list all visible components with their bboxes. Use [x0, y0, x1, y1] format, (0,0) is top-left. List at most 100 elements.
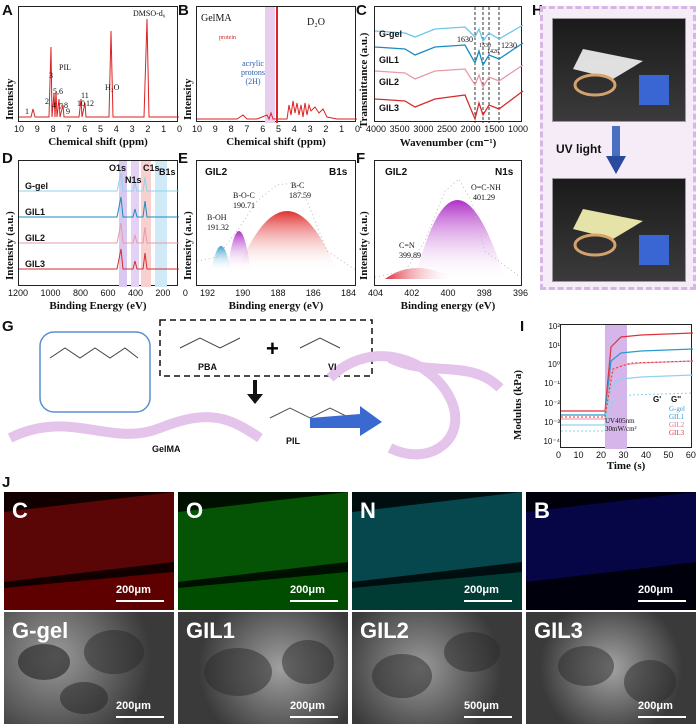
tick: 0 [556, 450, 562, 460]
panel-f-xticks: 404 402 400 398 396 [368, 288, 528, 298]
panel-d-xticks: 1200 1000 800 600 400 200 0 [8, 288, 188, 298]
panel-b-solvent: D₂O [307, 17, 325, 28]
scale-bar-label: 200μm [464, 584, 499, 596]
scale-bar-label: 200μm [290, 700, 325, 712]
tick: 396 [512, 288, 528, 298]
panel-b-name: GelMA [201, 13, 232, 24]
tick: 2 [145, 124, 151, 134]
tick: 10⁰ [547, 360, 560, 370]
panel-f-letter: F [356, 150, 366, 167]
panel-i-xlabel: Time (s) [606, 460, 646, 472]
edx-element: C [12, 498, 28, 523]
scale-bar-label: 200μm [116, 700, 151, 712]
comp-name: B-O-C [233, 191, 255, 200]
mark-label: 1630 [457, 35, 473, 44]
arrow-down-icon [606, 126, 626, 174]
panel-b-ylabel: Intensity [182, 78, 194, 120]
panel-f-xlabel: Binding energy (eV) [400, 300, 496, 312]
tick: 3000 [413, 124, 434, 134]
tick: 10⁻² [544, 398, 560, 408]
series-label: G-gel [25, 181, 49, 191]
tick: 10 [192, 124, 203, 134]
panel-i-plot [561, 325, 694, 449]
mark-label: 1230 [501, 41, 517, 50]
edx-element: B [534, 498, 550, 523]
vial-photo-after [552, 178, 686, 282]
panel-c-xlabel: Wavenumber (cm⁻¹) [399, 137, 497, 149]
tick: 398 [476, 288, 492, 298]
comp-name: B-C [291, 181, 305, 190]
tick: 184 [340, 288, 356, 298]
tick: 10⁻³ [544, 417, 560, 427]
comp-name: O=C-NH [471, 183, 501, 192]
tick: 8 [228, 124, 234, 134]
sem-image-g-gel: G-gel 200μm [4, 612, 174, 724]
sem-sample-label: GIL3 [534, 618, 583, 643]
tick: 4000 [366, 124, 387, 134]
tick: 60 [685, 450, 696, 460]
sem-texture [18, 630, 144, 714]
tick: 190 [235, 288, 251, 298]
tick: 6 [260, 124, 266, 134]
peak-label: 3 [49, 71, 53, 80]
tick: 20 [595, 450, 606, 460]
tick: 402 [404, 288, 420, 298]
tick: 3500 [389, 124, 410, 134]
sem-image-gil3: GIL3 200μm [526, 612, 696, 724]
sem-sample-label: GIL1 [186, 618, 235, 643]
scale-bar [464, 716, 512, 718]
sem-texture [558, 646, 676, 704]
comp-value: 191.32 [207, 223, 229, 232]
panel-d-ylabel: Intensity (a.u.) [4, 211, 16, 280]
vial-icon [573, 49, 669, 105]
panel-i-uv: UV405nm 30mW/cm² [605, 417, 637, 433]
tick: 1000 [507, 124, 528, 134]
tick: 0 [182, 288, 188, 298]
sem-texture [372, 632, 500, 698]
panel-c-spectra [374, 7, 524, 123]
panel-b-xlabel: Chemical shift (ppm) [226, 136, 326, 148]
edx-map-c: C 200μm [4, 492, 174, 610]
scale-bar [638, 600, 686, 602]
peak-label: N1s [125, 175, 142, 185]
tick: 10 [573, 450, 584, 460]
tick: 10⁻¹ [544, 379, 560, 389]
series-label: GIL3 [379, 103, 400, 113]
panel-a-spectrum [19, 18, 179, 118]
scale-bar [290, 716, 338, 718]
pil-label: PIL [286, 436, 301, 446]
edx-speckle [4, 492, 174, 610]
panel-i-xticks: 0 10 20 30 40 50 60 [556, 450, 696, 460]
peak-label: 11 [81, 91, 89, 100]
edx-speckle [352, 492, 522, 610]
panel-c-xticks: 4000 3500 3000 2500 2000 1500 1000 [366, 124, 528, 134]
scale-bar-label: 200μm [290, 584, 325, 596]
edx-speckle [178, 492, 348, 610]
panel-i-axes: UV405nm 30mW/cm² G' G'' G-gel GIL1 GIL2 … [560, 324, 694, 449]
panel-a-solvent: DMSO-d₆ [133, 9, 166, 18]
panel-h-letter: H [532, 2, 543, 19]
sem-sample-label: G-gel [12, 618, 69, 643]
edx-map-n: N 200μm [352, 492, 522, 610]
edx-speckle [526, 492, 696, 610]
peak-label: 7 [59, 102, 63, 111]
panel-f-title: GIL2 [385, 167, 408, 178]
tick: 7 [244, 124, 250, 134]
legend-gp: G' [653, 395, 662, 404]
panel-e-spectrum [196, 182, 358, 272]
panel-i-ylabel: Modulus (kPa) [512, 370, 524, 440]
panel-b-protein: protein [219, 35, 236, 41]
tick: 192 [200, 288, 216, 298]
tick: 1 [339, 124, 345, 134]
scale-bar-label: 500μm [464, 700, 499, 712]
scale-bar [638, 716, 686, 718]
panel-e-element: B1s [329, 167, 348, 178]
panel-a-ylabel: Intensity [4, 78, 16, 120]
series-label: GIL1 [379, 55, 400, 65]
panel-i-yticks: 10² 10¹ 10⁰ 10⁻¹ 10⁻² 10⁻³ 10⁻⁴ [530, 322, 560, 446]
panel-c-ylabel: Transmittance (a.u.) [358, 32, 370, 128]
sem-image-gil1: GIL1 200μm [178, 612, 348, 724]
tick: 600 [100, 288, 116, 298]
edx-map-o: O 200μm [178, 492, 348, 610]
peak-label: 2 [45, 97, 49, 106]
